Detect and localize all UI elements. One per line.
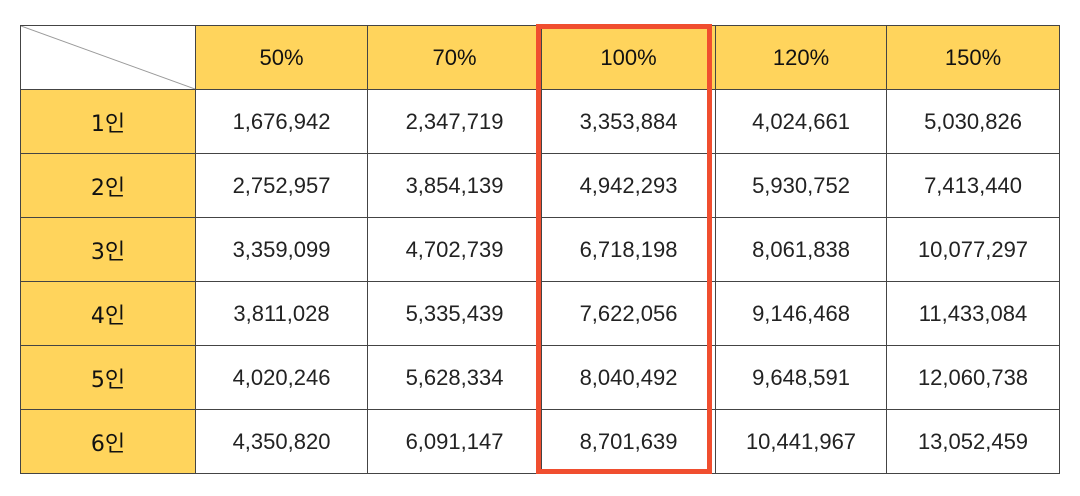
table-cell: 4,024,661 — [715, 89, 887, 154]
table-cell: 11,433,084 — [886, 281, 1060, 346]
table-row: 2인 2,752,957 3,854,139 4,942,293 5,930,7… — [20, 153, 1060, 218]
table-cell: 3,854,139 — [367, 153, 542, 218]
table-row: 6인 4,350,820 6,091,147 8,701,639 10,441,… — [20, 409, 1060, 474]
row-header: 2인 — [20, 153, 196, 218]
column-header: 120% — [715, 25, 887, 90]
table-cell: 5,335,439 — [367, 281, 542, 346]
table-cell: 4,942,293 — [541, 153, 716, 218]
table-cell: 5,628,334 — [367, 345, 542, 410]
column-header: 150% — [886, 25, 1060, 90]
row-header: 3인 — [20, 217, 196, 282]
income-table: 50% 70% 100% 120% 150% 1인 1,676,942 2,34… — [20, 25, 1060, 474]
table-row: 5인 4,020,246 5,628,334 8,040,492 9,648,5… — [20, 345, 1060, 410]
table-cell: 12,060,738 — [886, 345, 1060, 410]
table-cell: 1,676,942 — [195, 89, 368, 154]
table-cell: 8,040,492 — [541, 345, 716, 410]
row-header: 5인 — [20, 345, 196, 410]
column-header: 50% — [195, 25, 368, 90]
table-cell: 7,622,056 — [541, 281, 716, 346]
table-cell: 8,061,838 — [715, 217, 887, 282]
table-cell: 7,413,440 — [886, 153, 1060, 218]
column-header: 100% — [541, 25, 716, 90]
table-cell: 13,052,459 — [886, 409, 1060, 474]
table-cell: 10,441,967 — [715, 409, 887, 474]
table-cell: 3,359,099 — [195, 217, 368, 282]
table-row: 1인 1,676,942 2,347,719 3,353,884 4,024,6… — [20, 89, 1060, 154]
table-cell: 6,091,147 — [367, 409, 542, 474]
table-cell: 4,020,246 — [195, 345, 368, 410]
diagonal-line — [21, 26, 195, 89]
table-cell: 2,752,957 — [195, 153, 368, 218]
table-cell: 3,811,028 — [195, 281, 368, 346]
table-cell: 4,350,820 — [195, 409, 368, 474]
header-row: 50% 70% 100% 120% 150% — [20, 25, 1060, 90]
table-cell: 9,146,468 — [715, 281, 887, 346]
table-cell: 5,930,752 — [715, 153, 887, 218]
table-cell: 9,648,591 — [715, 345, 887, 410]
row-header: 1인 — [20, 89, 196, 154]
column-header: 70% — [367, 25, 542, 90]
table-cell: 2,347,719 — [367, 89, 542, 154]
table-cell: 5,030,826 — [886, 89, 1060, 154]
row-header: 6인 — [20, 409, 196, 474]
row-header: 4인 — [20, 281, 196, 346]
table-cell: 6,718,198 — [541, 217, 716, 282]
table-cell: 8,701,639 — [541, 409, 716, 474]
table-row: 4인 3,811,028 5,335,439 7,622,056 9,146,4… — [20, 281, 1060, 346]
table-cell: 3,353,884 — [541, 89, 716, 154]
table-cell: 10,077,297 — [886, 217, 1060, 282]
table-row: 3인 3,359,099 4,702,739 6,718,198 8,061,8… — [20, 217, 1060, 282]
corner-cell — [20, 25, 196, 90]
table-cell: 4,702,739 — [367, 217, 542, 282]
